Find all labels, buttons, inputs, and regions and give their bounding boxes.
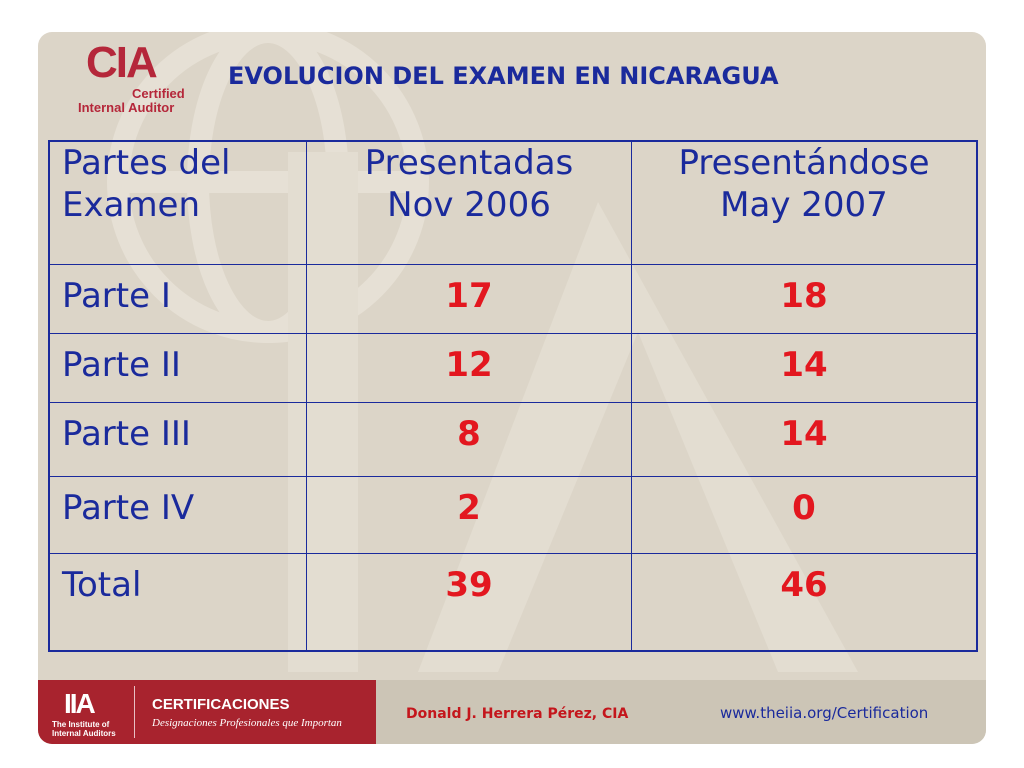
header-partes-line2: Examen xyxy=(62,185,201,225)
iia-logo-text: The Institute of Internal Auditors xyxy=(52,720,116,738)
table-row-total: Total 39 46 xyxy=(48,553,978,652)
cell-may2007: 0 xyxy=(631,476,978,554)
header-nov2006-line2: Nov 2006 xyxy=(387,185,551,225)
cell-nov2006: 2 xyxy=(306,476,632,554)
page-title: EVOLUCION DEL EXAMEN EN NICARAGUA xyxy=(228,62,779,90)
cell-may2007: 14 xyxy=(631,402,978,477)
cia-logo-line2: Internal Auditor xyxy=(78,100,175,115)
header-nov2006: Presentadas Nov 2006 xyxy=(306,140,632,265)
header-partes: Partes del Examen xyxy=(48,140,307,265)
cell-nov2006: 17 xyxy=(306,264,632,334)
cell-nov2006: 12 xyxy=(306,333,632,403)
certificaciones-title: CERTIFICACIONES xyxy=(152,696,290,713)
table-row: Parte I 17 18 xyxy=(48,264,978,334)
cell-may2007: 14 xyxy=(631,333,978,403)
footer-brand-panel: IIA The Institute of Internal Auditors C… xyxy=(38,680,376,744)
row-label: Parte II xyxy=(48,333,307,403)
author-name: Donald J. Herrera Pérez, CIA xyxy=(406,706,629,722)
cell-nov2006: 8 xyxy=(306,402,632,477)
header-may2007-line1: Presentándose xyxy=(678,143,930,183)
row-label: Parte I xyxy=(48,264,307,334)
row-label: Parte III xyxy=(48,402,307,477)
row-label: Total xyxy=(48,553,307,652)
table-row: Parte III 8 14 xyxy=(48,402,978,477)
header-partes-line1: Partes del xyxy=(62,143,231,183)
cell-may2007: 18 xyxy=(631,264,978,334)
iia-logo-mark: IIA xyxy=(64,688,96,719)
header-may2007-line2: May 2007 xyxy=(720,185,888,225)
exam-table: Partes del Examen Presentadas Nov 2006 P… xyxy=(48,140,978,652)
footer: IIA The Institute of Internal Auditors C… xyxy=(38,680,986,744)
table-row: Parte II 12 14 xyxy=(48,333,978,403)
row-label: Parte IV xyxy=(48,476,307,554)
cell-nov2006: 39 xyxy=(306,553,632,652)
cia-logo-line1: Certified xyxy=(132,86,185,101)
cia-logo-mark: CIA xyxy=(86,38,158,87)
certificaciones-subtitle: Designaciones Profesionales que Importan xyxy=(152,717,342,729)
slide: CIA Certified Internal Auditor EVOLUCION… xyxy=(38,32,986,744)
header-nov2006-line1: Presentadas xyxy=(364,143,574,183)
table-row: Parte IV 2 0 xyxy=(48,476,978,554)
cia-logo: CIA Certified Internal Auditor xyxy=(78,38,203,118)
table-header-row: Partes del Examen Presentadas Nov 2006 P… xyxy=(48,140,978,265)
cell-may2007: 46 xyxy=(631,553,978,652)
header-may2007: Presentándose May 2007 xyxy=(631,140,978,265)
footer-divider xyxy=(134,686,135,738)
certification-url[interactable]: www.theiia.org/Certification xyxy=(720,704,929,722)
